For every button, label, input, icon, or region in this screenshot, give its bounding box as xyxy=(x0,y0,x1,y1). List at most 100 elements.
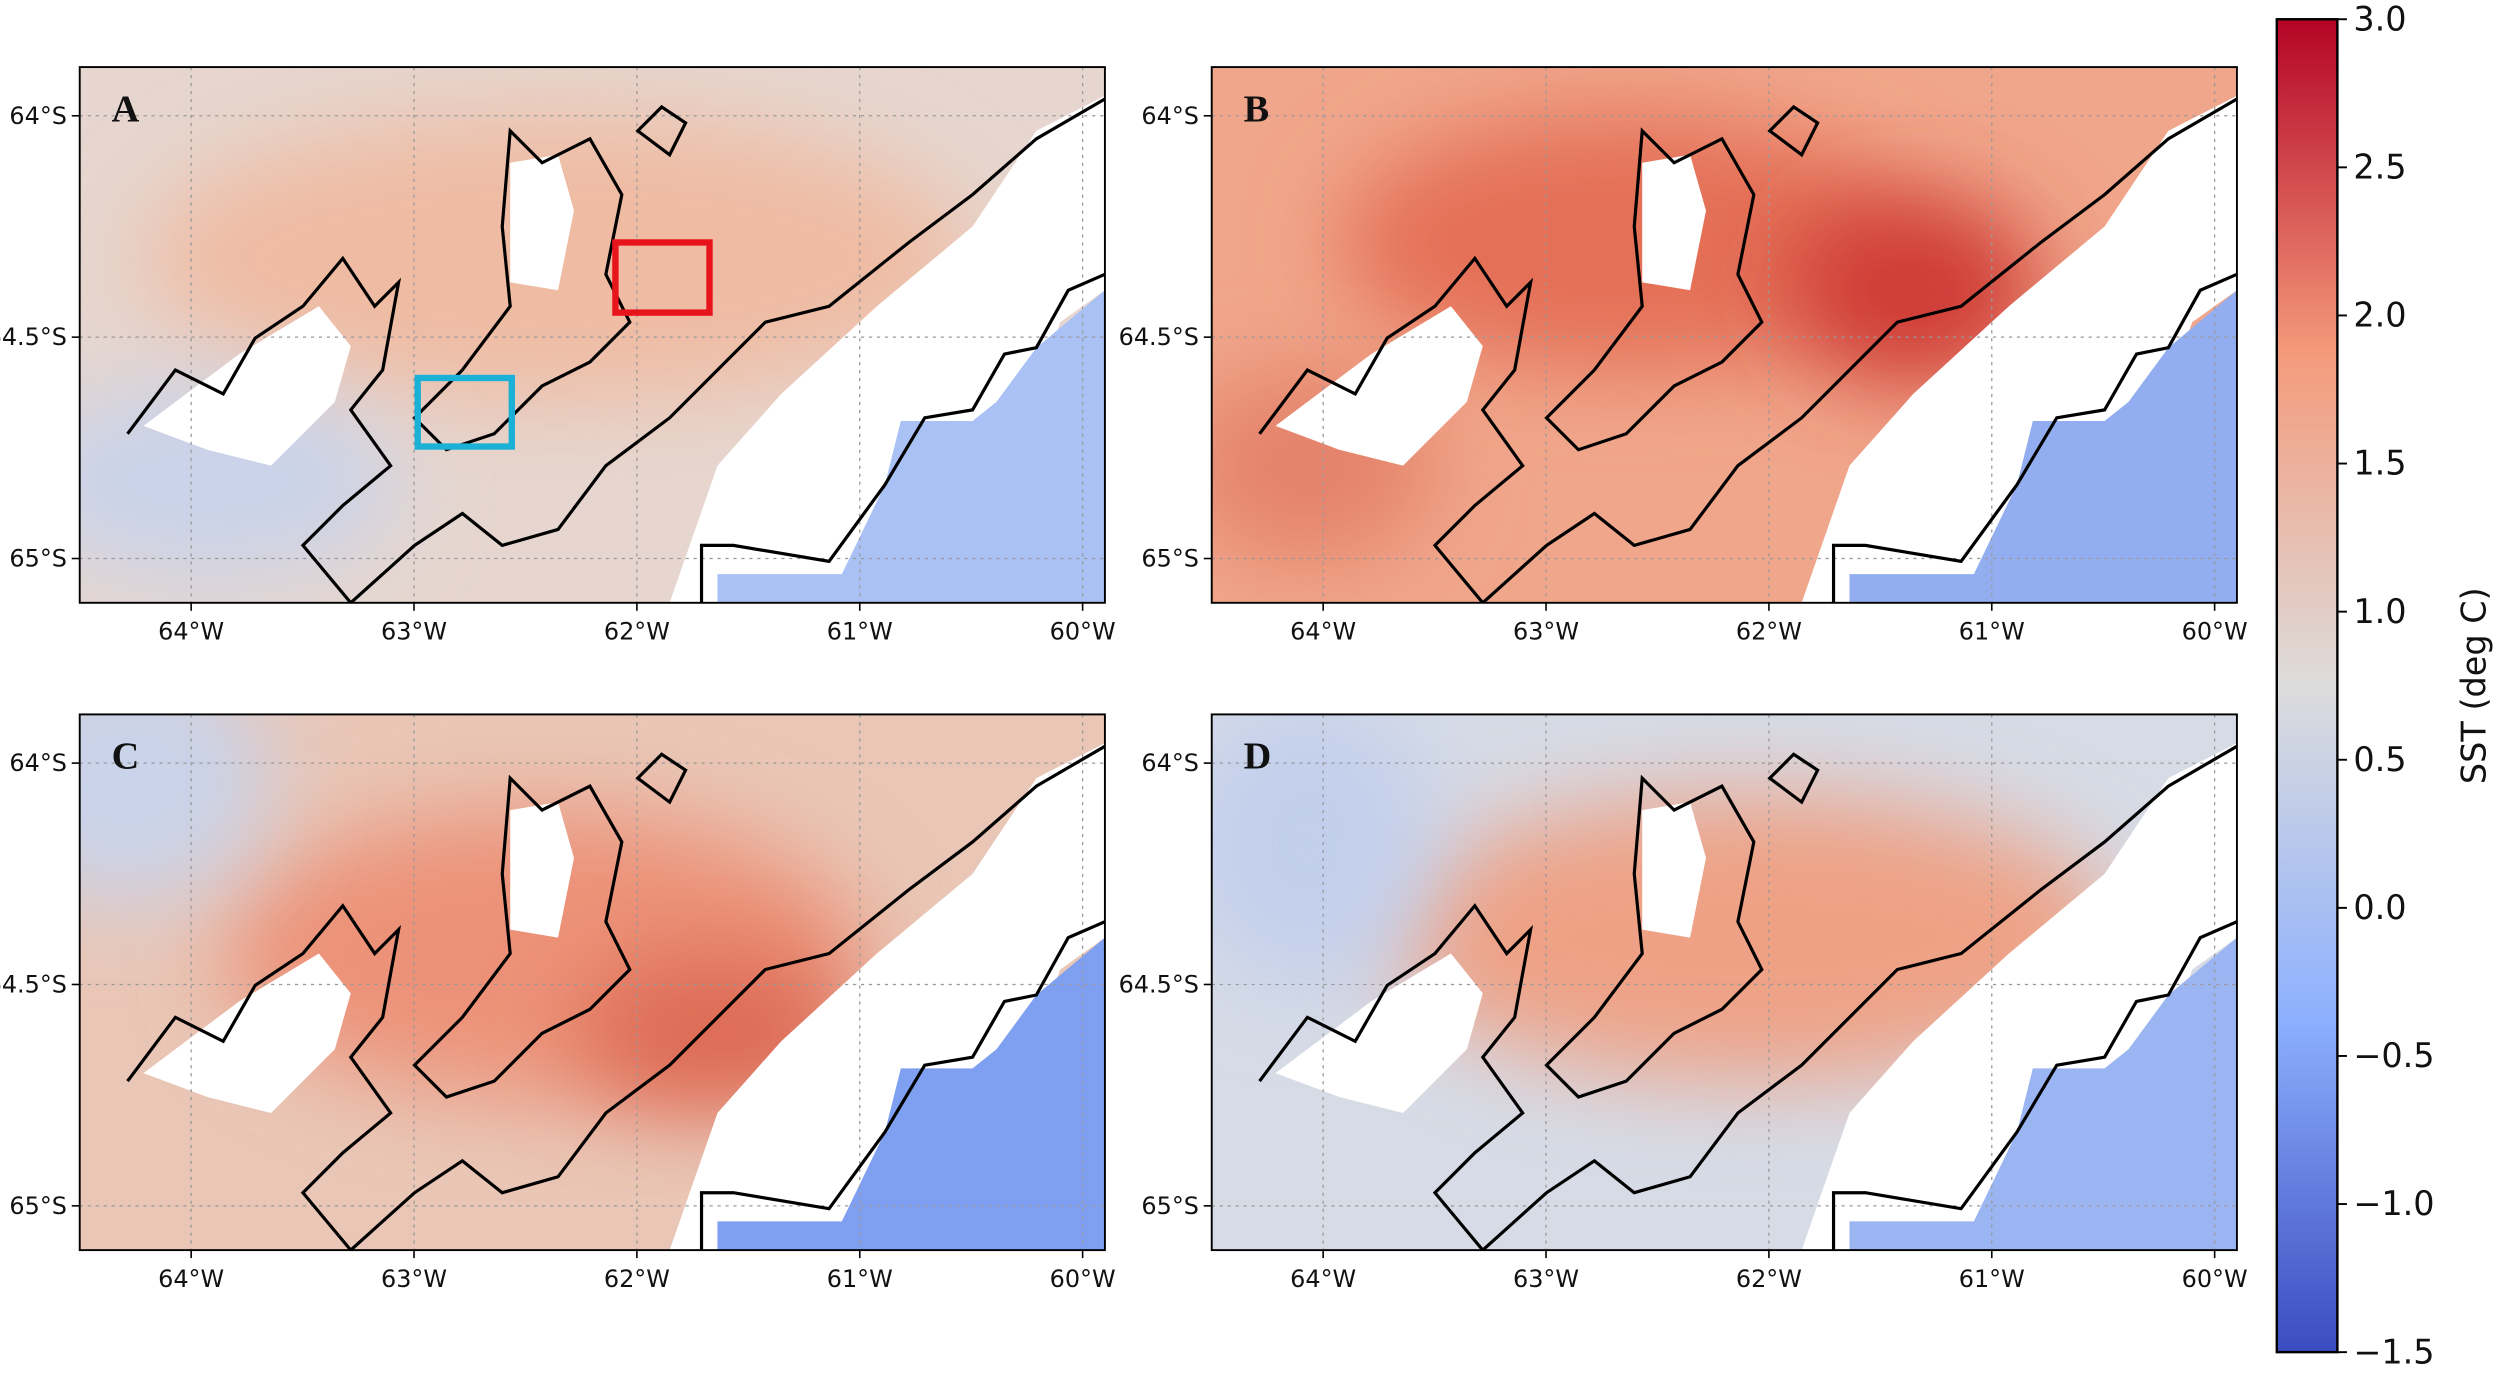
colorbar-tick-label: −1.0 xyxy=(2353,1184,2434,1223)
cold-water xyxy=(1849,290,2237,603)
coastline xyxy=(1767,104,1820,158)
panel-frame xyxy=(78,66,1106,604)
coastline xyxy=(412,774,632,1099)
panel-label: C xyxy=(112,736,140,778)
coastline xyxy=(1258,255,1534,603)
cold-water xyxy=(1849,937,2237,1251)
land xyxy=(143,306,351,466)
x-tick-label: 62°W xyxy=(1736,617,1802,645)
x-tick-label: 60°W xyxy=(1050,1265,1116,1293)
map-field xyxy=(79,67,1105,603)
y-tick-label: 64°S xyxy=(1141,102,1199,130)
colorbar-tick-label: 0.5 xyxy=(2353,740,2406,779)
x-tick-label: 64°W xyxy=(1290,1265,1356,1293)
y-tick-label: 64.5°S xyxy=(0,970,67,998)
x-tick-label: 60°W xyxy=(2182,617,2248,645)
y-tick-label: 64°S xyxy=(9,102,67,130)
colorbar-tick-label: 3.0 xyxy=(2353,0,2406,38)
y-tick-label: 65°S xyxy=(1141,544,1199,572)
x-tick-label: 60°W xyxy=(2182,1265,2248,1293)
map-field xyxy=(1211,714,2237,1251)
y-tick-label: 64°S xyxy=(9,749,67,777)
no-data-area xyxy=(669,743,1105,1251)
sst-patch xyxy=(1387,794,2121,1082)
land xyxy=(1642,802,1706,938)
coastline xyxy=(126,903,402,1251)
colorbar-tick-label: 2.0 xyxy=(2353,296,2406,335)
coastline xyxy=(349,744,1105,1251)
x-tick-label: 60°W xyxy=(1050,617,1116,645)
panel-frame xyxy=(78,713,1106,1252)
sst-patch xyxy=(1211,714,1435,986)
y-tick-label: 64.5°S xyxy=(0,323,67,351)
cold-water xyxy=(717,937,1105,1251)
panel-label: A xyxy=(112,88,140,130)
panel-frame xyxy=(1210,713,2238,1252)
map-field xyxy=(1211,67,2237,603)
map-panel: B 64°W 63°W 62°W 61°W 60°W 64°S 64.5°S 65°S xyxy=(1119,66,2248,645)
map-panel: A 64°W 63°W 62°W 61°W 60°W 64°S 64.5°S 65°S xyxy=(0,66,1116,645)
coastline xyxy=(412,127,632,452)
panel-label: D xyxy=(1244,736,1272,778)
no-data-area xyxy=(1801,95,2237,603)
colorbar-label: SST (deg C) xyxy=(2455,587,2494,784)
x-tick-label: 64°W xyxy=(158,617,224,645)
colorbar-tick-label: 1.0 xyxy=(2353,592,2406,631)
coastline xyxy=(1544,774,1764,1099)
study-box xyxy=(414,374,515,450)
y-tick-label: 64.5°S xyxy=(1119,323,1199,351)
x-tick-label: 61°W xyxy=(1959,1265,2025,1293)
y-tick-label: 65°S xyxy=(9,1192,67,1220)
coastline xyxy=(1767,752,1820,805)
y-tick-label: 64°S xyxy=(1141,749,1199,777)
x-tick-label: 63°W xyxy=(1513,1265,1579,1293)
colorbar-tick-label: −1.5 xyxy=(2353,1332,2434,1371)
x-tick-label: 61°W xyxy=(827,617,893,645)
panel-frame xyxy=(1210,66,2238,604)
sst-patch xyxy=(79,714,272,906)
x-tick-label: 63°W xyxy=(381,1265,447,1293)
y-tick-label: 65°S xyxy=(9,544,67,572)
coastline xyxy=(635,104,688,158)
coastline xyxy=(1831,920,2237,1251)
land xyxy=(510,802,574,938)
map-panel: D 64°W 63°W 62°W 61°W 60°W 64°S 64.5°S 65°S xyxy=(1119,713,2248,1293)
land xyxy=(1275,953,1483,1113)
coastline xyxy=(1544,127,1764,452)
coastline xyxy=(699,272,1105,603)
no-data-area xyxy=(669,95,1105,603)
coastline xyxy=(699,920,1105,1251)
x-tick-label: 62°W xyxy=(604,617,670,645)
coastline xyxy=(635,752,688,805)
x-tick-label: 63°W xyxy=(1513,617,1579,645)
x-tick-label: 63°W xyxy=(381,617,447,645)
land xyxy=(510,154,574,291)
sst-patch xyxy=(1339,114,1914,371)
y-tick-label: 65°S xyxy=(1141,1192,1199,1220)
panel-label: B xyxy=(1244,88,1270,130)
cold-water xyxy=(717,290,1105,603)
x-tick-label: 64°W xyxy=(158,1265,224,1293)
x-tick-label: 62°W xyxy=(1736,1265,1802,1293)
land xyxy=(143,953,351,1113)
x-tick-label: 61°W xyxy=(827,1265,893,1293)
colorbar-tick-label: 1.5 xyxy=(2353,444,2406,483)
y-tick-label: 64.5°S xyxy=(1119,970,1199,998)
coastline xyxy=(349,97,1105,603)
coastline xyxy=(126,255,402,603)
colorbar-tick-label: 2.5 xyxy=(2353,148,2406,187)
land xyxy=(1642,154,1706,291)
coastline xyxy=(1481,97,2237,603)
map-field xyxy=(79,714,1105,1251)
land xyxy=(1275,306,1483,466)
coastline xyxy=(1258,903,1534,1251)
coastline xyxy=(1481,744,2237,1251)
x-tick-label: 62°W xyxy=(604,1265,670,1293)
coastline xyxy=(1831,272,2237,603)
study-box xyxy=(612,239,713,316)
x-tick-label: 61°W xyxy=(1959,617,2025,645)
no-data-area xyxy=(1801,743,2237,1251)
colorbar-tick-label: 0.0 xyxy=(2353,888,2406,927)
